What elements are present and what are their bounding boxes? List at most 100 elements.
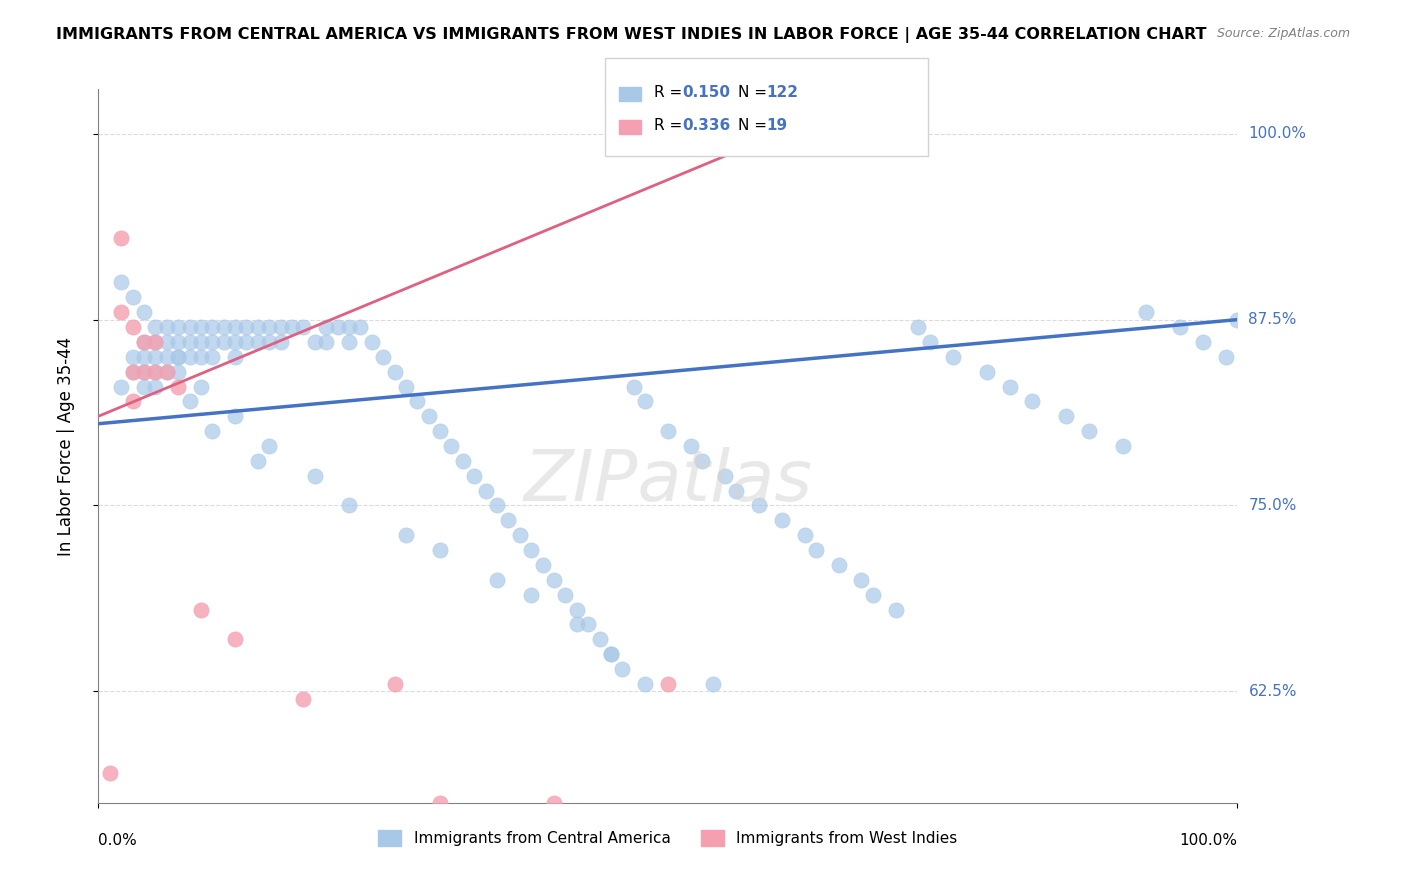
Point <box>690 454 713 468</box>
Legend: Immigrants from Central America, Immigrants from West Indies: Immigrants from Central America, Immigra… <box>373 824 963 852</box>
Point <box>679 439 702 453</box>
Point <box>520 588 543 602</box>
Point <box>132 305 155 319</box>
Point <box>907 320 929 334</box>
Point <box>201 424 224 438</box>
Point <box>110 379 132 393</box>
Text: 100.0%: 100.0% <box>1249 127 1306 141</box>
Point <box>167 365 190 379</box>
Point <box>145 379 167 393</box>
Point <box>429 796 451 810</box>
Point <box>498 513 520 527</box>
Point <box>634 394 657 409</box>
Point <box>167 379 190 393</box>
Point <box>851 573 873 587</box>
Point <box>509 528 531 542</box>
Point <box>259 439 281 453</box>
Text: 75.0%: 75.0% <box>1249 498 1296 513</box>
Point <box>429 543 451 558</box>
Point <box>201 320 224 334</box>
Point <box>190 602 212 616</box>
Point <box>384 677 406 691</box>
Text: Source: ZipAtlas.com: Source: ZipAtlas.com <box>1216 27 1350 40</box>
Point <box>600 647 623 661</box>
Point <box>884 602 907 616</box>
Point <box>463 468 485 483</box>
Point <box>828 558 851 572</box>
Point <box>281 320 304 334</box>
Point <box>304 468 326 483</box>
Point <box>576 617 599 632</box>
Point <box>634 677 657 691</box>
Point <box>121 290 143 304</box>
Text: N =: N = <box>738 86 772 100</box>
Point <box>1135 305 1157 319</box>
Point <box>167 320 190 334</box>
Point <box>156 350 179 364</box>
Point <box>121 350 143 364</box>
Point <box>942 350 965 364</box>
Point <box>315 320 337 334</box>
Point <box>270 320 292 334</box>
Point <box>190 379 212 393</box>
Y-axis label: In Labor Force | Age 35-44: In Labor Force | Age 35-44 <box>56 336 75 556</box>
Point <box>235 334 257 349</box>
Point <box>702 677 724 691</box>
Point <box>259 320 281 334</box>
Point <box>486 499 509 513</box>
Point <box>145 350 167 364</box>
Point <box>748 499 770 513</box>
Point <box>167 350 190 364</box>
Point <box>156 365 179 379</box>
Point <box>145 365 167 379</box>
Point <box>190 334 212 349</box>
Point <box>429 424 451 438</box>
Point <box>292 691 315 706</box>
Point <box>360 334 382 349</box>
Text: N =: N = <box>738 119 772 133</box>
Text: 62.5%: 62.5% <box>1249 684 1296 698</box>
Point <box>156 334 179 349</box>
Point <box>1170 320 1192 334</box>
Point <box>1054 409 1078 424</box>
Text: IMMIGRANTS FROM CENTRAL AMERICA VS IMMIGRANTS FROM WEST INDIES IN LABOR FORCE | : IMMIGRANTS FROM CENTRAL AMERICA VS IMMIG… <box>56 27 1206 43</box>
Point <box>395 528 418 542</box>
Point <box>246 454 269 468</box>
Point <box>565 617 588 632</box>
Point <box>179 320 201 334</box>
Point <box>132 334 155 349</box>
Point <box>862 588 884 602</box>
Point <box>1215 350 1237 364</box>
Point <box>121 320 143 334</box>
Point <box>224 409 246 424</box>
Point <box>657 677 679 691</box>
Text: 0.336: 0.336 <box>682 119 730 133</box>
Point <box>474 483 496 498</box>
Point <box>145 365 167 379</box>
Text: 0.0%: 0.0% <box>98 832 138 847</box>
Point <box>224 350 246 364</box>
Point <box>531 558 554 572</box>
Point <box>224 632 246 647</box>
Point <box>270 334 292 349</box>
Point <box>440 439 463 453</box>
Point <box>406 394 429 409</box>
Point <box>371 350 394 364</box>
Point <box>132 379 155 393</box>
Point <box>145 334 167 349</box>
Point <box>201 350 224 364</box>
Point <box>110 276 132 290</box>
Point <box>201 334 224 349</box>
Point <box>156 365 179 379</box>
Point <box>132 350 155 364</box>
Point <box>623 379 645 393</box>
Point <box>1192 334 1215 349</box>
Point <box>212 334 235 349</box>
Point <box>326 320 349 334</box>
Point <box>384 365 406 379</box>
Point <box>337 334 360 349</box>
Text: 122: 122 <box>766 86 799 100</box>
Point <box>486 573 509 587</box>
Text: R =: R = <box>654 86 688 100</box>
Point <box>918 334 941 349</box>
